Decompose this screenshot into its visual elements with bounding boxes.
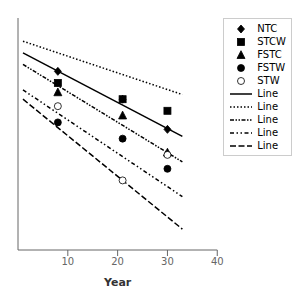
- html-text:STW: STW: [257, 75, 280, 86]
- html-text:NTC: NTC: [257, 23, 278, 34]
- html-text:FSTW: FSTW: [257, 62, 286, 73]
- html-text:Line: Line: [257, 114, 279, 125]
- svg-text:30: 30: [161, 256, 174, 267]
- html-text:Line: Line: [257, 127, 279, 138]
- svg-text:20: 20: [111, 256, 124, 267]
- html-text:FSTC: FSTC: [257, 49, 282, 60]
- html-text:Line: Line: [257, 140, 279, 151]
- svg-text:10: 10: [61, 256, 74, 267]
- svg-text:Year: Year: [103, 276, 132, 289]
- html-text:Line: Line: [257, 101, 279, 112]
- svg-text:40: 40: [211, 256, 224, 267]
- html-text:Line: Line: [257, 88, 279, 99]
- html-text:STCW: STCW: [257, 36, 286, 47]
